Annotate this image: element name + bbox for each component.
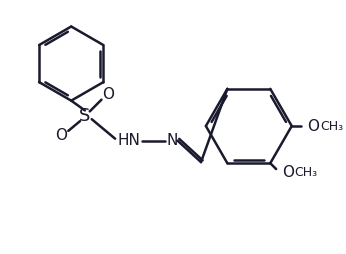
Text: HN: HN bbox=[117, 133, 140, 148]
Text: N: N bbox=[166, 133, 177, 148]
Text: S: S bbox=[79, 107, 91, 125]
Text: O: O bbox=[307, 119, 319, 134]
Text: O: O bbox=[55, 128, 67, 143]
Text: CH₃: CH₃ bbox=[320, 120, 343, 133]
Text: O: O bbox=[102, 87, 114, 102]
Text: O: O bbox=[282, 165, 294, 180]
Text: CH₃: CH₃ bbox=[295, 166, 318, 180]
